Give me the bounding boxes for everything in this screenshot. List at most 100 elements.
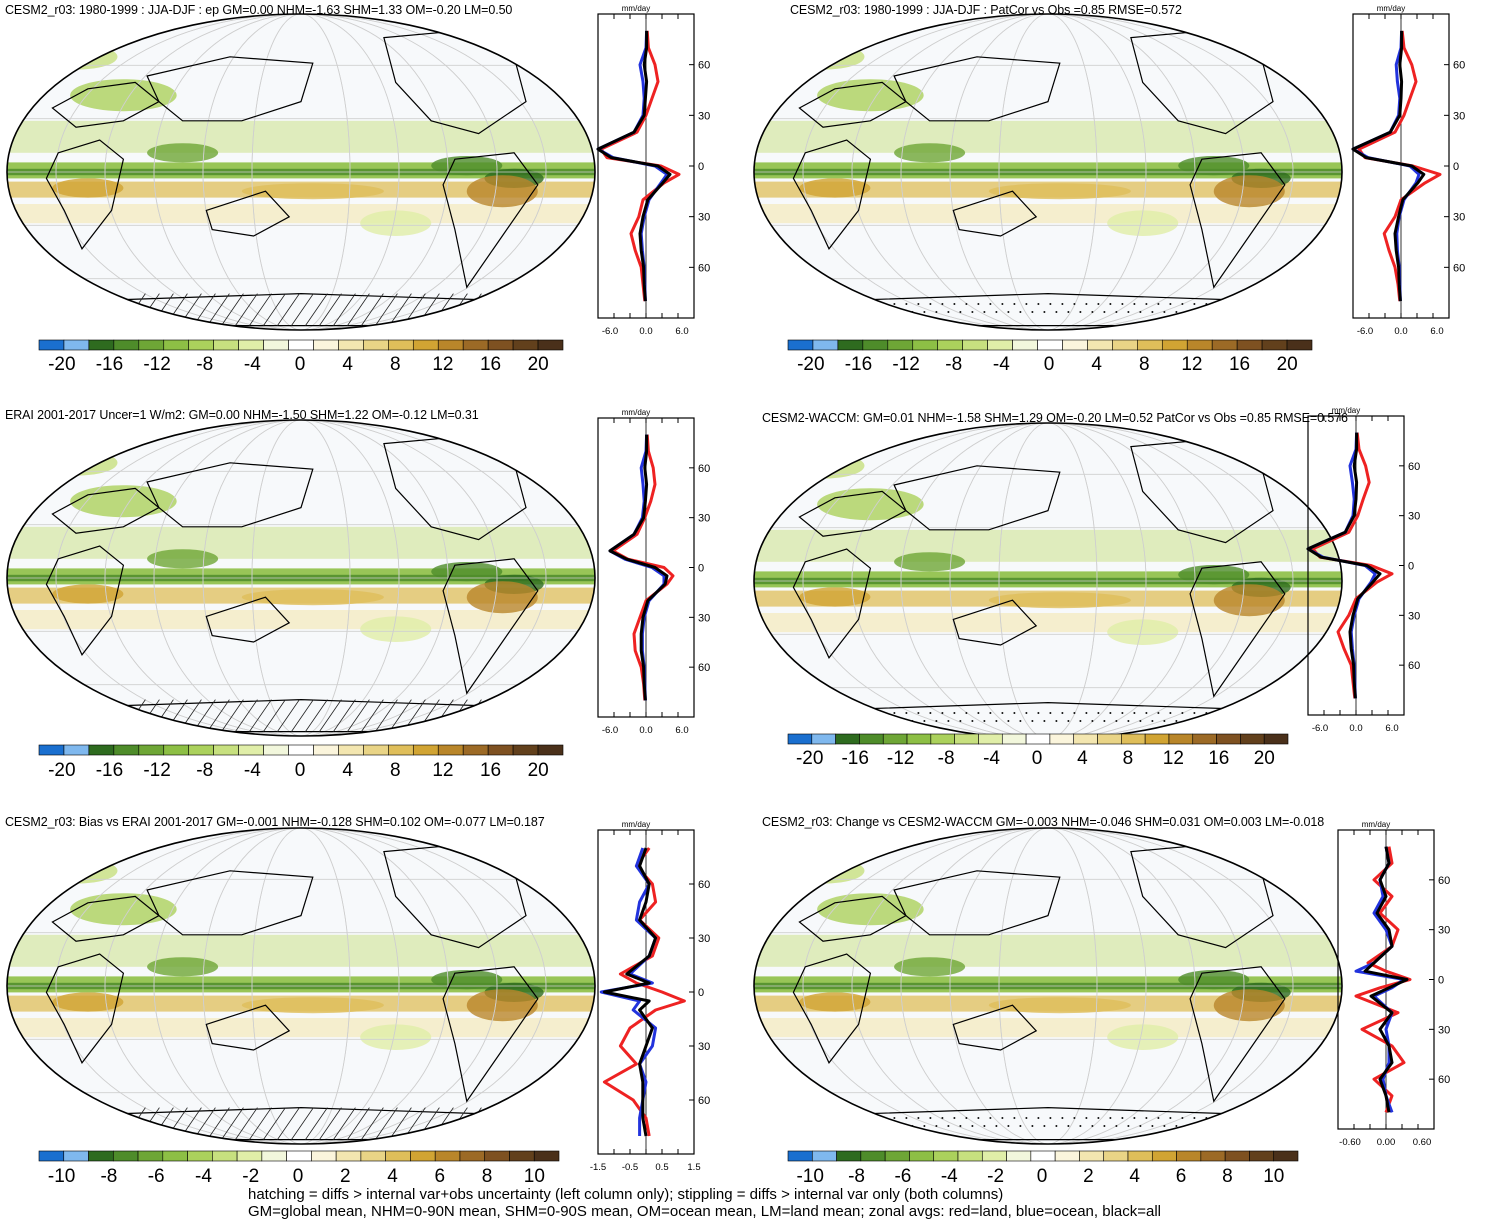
panel-4-precip-band-4: [754, 529, 1342, 562]
panel-6-map-border: [753, 827, 1343, 1145]
panel-2-zonal-xtick-label: 6.0: [1430, 326, 1443, 337]
panel-3-colorbar-label: -4: [243, 760, 261, 781]
panel-4-stippling: [1121, 712, 1124, 714]
panel-2-precip-cell-7: [988, 183, 1131, 200]
panel-1-graticule-lon: [55, 14, 547, 330]
panel-6-stippling: [1055, 1125, 1058, 1127]
panel-3-coastline-3: [146, 462, 314, 528]
panel-1-lat-tick-label: 0: [698, 161, 704, 173]
panel-4-stippling: [1019, 720, 1022, 722]
panel-2-stippling: [1151, 311, 1154, 313]
panel-1-hatching: [361, 293, 384, 326]
panel-6-stippling: [1031, 1125, 1034, 1127]
panel-5-colorbar-swatch: [212, 1150, 238, 1162]
panel-4-stippling: [1169, 712, 1172, 714]
panel-6-colorbar-swatch: [1006, 1150, 1032, 1162]
panel-2-stippling: [1049, 303, 1052, 305]
panel-4-stippling: [983, 720, 986, 722]
panel-6-stippling: [971, 1125, 974, 1127]
panel-4-colorbar-swatch: [1049, 733, 1075, 745]
panel-2-colorbar-swatch: [1137, 339, 1163, 351]
panel-2-stippling: [1127, 311, 1130, 313]
panel-5-colorbar-label: -6: [147, 1166, 165, 1187]
panel-6-map: [753, 827, 1343, 1145]
panel-5-colorbar-label: -2: [242, 1166, 260, 1187]
panel-2-stippling: [1121, 303, 1124, 305]
panel-5-graticule-lon: [202, 828, 400, 1144]
panel-6-zonal-xtick-label: 0.00: [1377, 1137, 1396, 1148]
panel-4-graticule-lon: [900, 423, 1196, 739]
panel-6-title: CESM2_r03: Change vs CESM2-WACCM GM=-0.0…: [762, 815, 1325, 829]
panel-5-colorbar-label: -8: [100, 1166, 118, 1187]
panel-2-stippling: [1163, 311, 1166, 313]
footnote-line-1: hatching = diffs > internal var+obs unce…: [248, 1186, 1004, 1203]
panel-3-precip-band-4: [7, 526, 595, 559]
panel-5-graticule-lon: [55, 828, 547, 1144]
panel-1-colorbar-swatch: [63, 339, 90, 351]
panel-4-zonal-all-line: [1306, 432, 1382, 699]
panel-5-lat-tick-label: 60N: [698, 879, 710, 891]
panel-6-stippling: [923, 1125, 926, 1127]
panel-1-colorbar-label: 0: [294, 354, 306, 375]
panel-6-stippling: [1109, 1117, 1112, 1119]
panel-6-colorbar-swatch: [1249, 1150, 1275, 1162]
panel-5-graticule-lon: [251, 828, 351, 1144]
panel-1-hatching: [207, 293, 230, 326]
panel-1-colorbar-swatch: [462, 339, 489, 351]
panel-6-stippling: [1211, 1125, 1214, 1127]
panel-5-hatching: [249, 1107, 272, 1140]
panel-2-map-border: [753, 13, 1343, 331]
panel-5-lat-tick-label: 30S: [698, 1041, 710, 1053]
panel-6-precip-cell-2: [894, 957, 966, 977]
panel-6-stippling: [929, 1117, 932, 1119]
panel-6-stippling: [1019, 1125, 1022, 1127]
panel-4-stippling: [935, 720, 938, 722]
panel-2-colorbar-swatch: [862, 339, 889, 351]
panel-6-precip-cell-7: [988, 997, 1131, 1014]
panel-1-precip-cell-3: [431, 156, 503, 176]
panel-1-colorbar-swatch: [188, 339, 214, 351]
panel-4-precip-cell-3: [1178, 565, 1250, 585]
panel-5-colorbar-swatch: [509, 1150, 535, 1162]
panel-6-stippling: [947, 1125, 950, 1127]
panel-6-stippling: [983, 1125, 986, 1127]
panel-2-stippling: [977, 303, 980, 305]
panel-2-stippling: [929, 303, 932, 305]
panel-6-stippling: [941, 1117, 944, 1119]
panel-4-colorbar-swatch: [835, 733, 860, 745]
panel-1-graticule-lon: [104, 14, 498, 330]
panel-5-graticule-lon: [104, 828, 498, 1144]
panel-5-zonal-ocean-line: [599, 847, 658, 1136]
panel-4-stippling: [1103, 720, 1106, 722]
panel-5-precip-cell-5: [466, 989, 538, 1022]
panel-2-precip-cell-8: [781, 44, 865, 70]
panel-6-coastline-2: [792, 953, 872, 1064]
panel-3-colorbar-swatch: [363, 744, 389, 756]
panel-4-stippling: [1223, 720, 1226, 722]
panel-1-graticule-lon: [251, 14, 351, 330]
panel-2-colorbar: [787, 339, 1313, 351]
panel-2-stippling: [1067, 311, 1070, 313]
panel-3-hatching: [263, 699, 286, 732]
panel-3-hatching: [221, 699, 244, 732]
panel-5-colorbar-swatch: [360, 1150, 386, 1162]
panel-6-stippling: [1049, 1117, 1052, 1119]
panel-5-hatching: [235, 1107, 258, 1140]
panel-4-stippling: [1013, 712, 1016, 714]
panel-1-colorbar-swatch: [288, 339, 314, 351]
panel-1-colorbar-swatch: [537, 339, 564, 351]
panel-3-precip-band-5: [7, 610, 595, 630]
panel-1-precip-cell-8: [34, 44, 118, 70]
panel-4-stippling: [1151, 720, 1154, 722]
panel-4-stippling: [1163, 720, 1166, 722]
panel-5-zonal-xtick-label: 1.5: [687, 1162, 700, 1173]
panel-3-colorbar-swatch: [113, 744, 140, 756]
panel-1-colorbar-swatch: [88, 339, 115, 351]
panel-2-stippling: [1157, 303, 1160, 305]
panel-4-stippling: [1031, 720, 1034, 722]
panel-4-coastline-4: [952, 599, 1038, 646]
panel-6-colorbar-swatch: [1200, 1150, 1226, 1162]
panel-1-colorbar-label: -16: [95, 354, 124, 375]
panel-6-stippling: [905, 1117, 908, 1119]
panel-1-hatching: [235, 293, 258, 326]
